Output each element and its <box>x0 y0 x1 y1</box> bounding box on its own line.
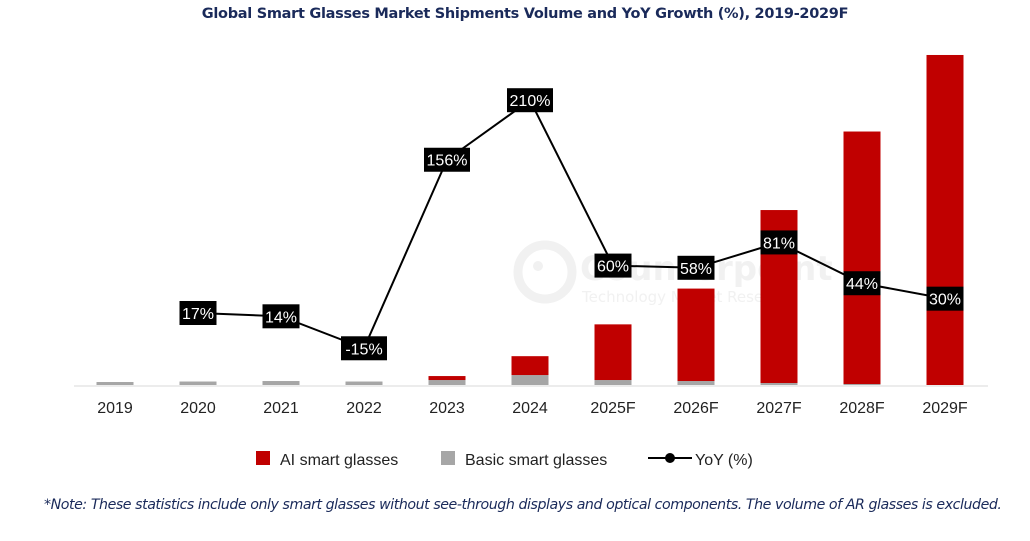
legend-swatch-basic <box>441 451 455 465</box>
bar-ai-2023 <box>428 376 466 381</box>
x-tick-2023: 2023 <box>429 400 465 417</box>
yoy-label: 60% <box>597 259 629 276</box>
bar-basic-2026F <box>677 381 715 385</box>
yoy-label: 17% <box>182 306 214 323</box>
bars-group <box>96 54 964 386</box>
yoy-label: 81% <box>763 235 795 252</box>
yoy-point-2027F: 81% <box>760 230 798 255</box>
yoy-labels-group: 17% 14% -15% 156% 210% 60% 58% 81% 44% 30% <box>179 88 964 361</box>
watermark-logo-icon <box>513 240 577 304</box>
bar-basic-2025F <box>594 380 632 385</box>
footnote: *Note: These statistics include only sma… <box>44 497 1002 513</box>
bar-basic-2022 <box>345 381 383 385</box>
legend-swatch-ai <box>256 451 270 465</box>
yoy-point-2023: 156% <box>424 147 470 172</box>
x-tick-2026F: 2026F <box>673 400 719 417</box>
yoy-label: 210% <box>510 93 551 110</box>
yoy-label: 44% <box>846 276 878 293</box>
bar-basic-2023 <box>428 380 466 385</box>
bar-basic-2020 <box>179 381 217 385</box>
yoy-label-box <box>843 271 881 296</box>
bar-basic-2021 <box>262 381 300 385</box>
yoy-point-2029F: 30% <box>926 286 964 311</box>
yoy-label: 58% <box>680 261 712 278</box>
x-tick-2027F: 2027F <box>756 400 802 417</box>
bar-ai-2029F <box>926 54 964 386</box>
legend-item-basic: Basic smart glasses <box>441 451 607 469</box>
yoy-line <box>197 98 946 350</box>
x-tick-2020: 2020 <box>180 400 216 417</box>
x-tick-2022: 2022 <box>346 400 382 417</box>
yoy-label: 14% <box>265 309 297 326</box>
bar-ai-2025F <box>594 324 632 381</box>
x-tick-2029F: 2029F <box>922 400 968 417</box>
bar-basic-2027F <box>760 383 798 385</box>
legend-label-basic: Basic smart glasses <box>465 452 607 469</box>
chart-title: Global Smart Glasses Market Shipments Vo… <box>201 6 849 22</box>
x-tick-2025F: 2025F <box>590 400 636 417</box>
yoy-label-box <box>424 147 470 172</box>
x-tick-2019: 2019 <box>97 400 133 417</box>
bar-basic-2024 <box>511 375 549 385</box>
yoy-label-box <box>677 255 715 280</box>
legend-label-yoy: YoY (%) <box>695 452 753 469</box>
yoy-label-box <box>341 336 387 361</box>
yoy-label-box <box>926 286 964 311</box>
legend: AI smart glasses Basic smart glasses YoY… <box>256 451 753 469</box>
yoy-point-2020: 17% <box>179 301 217 325</box>
yoy-label-box <box>507 88 553 113</box>
yoy-label-box <box>179 301 217 325</box>
yoy-point-2025F: 60% <box>594 253 632 278</box>
yoy-point-2028F: 44% <box>843 271 881 296</box>
legend-item-ai: AI smart glasses <box>256 451 398 469</box>
yoy-label: 30% <box>929 292 961 309</box>
watermark-logo-dot <box>533 261 543 271</box>
legend-marker-yoy <box>665 453 675 463</box>
legend-item-yoy: YoY (%) <box>648 452 753 469</box>
x-tick-2024: 2024 <box>512 400 548 417</box>
yoy-label-box <box>262 304 300 329</box>
bar-ai-2026F <box>677 288 715 382</box>
bar-ai-2028F <box>843 131 881 385</box>
x-tick-labels: 2019 2020 2021 2022 2023 2024 2025F 2026F 2027F 2… <box>97 400 968 417</box>
bar-ai-2024 <box>511 356 549 376</box>
yoy-point-2026F: 58% <box>677 255 715 280</box>
bar-basic-2019 <box>96 382 134 385</box>
yoy-label-box <box>760 230 798 255</box>
x-tick-2028F: 2028F <box>839 400 885 417</box>
yoy-point-2022: -15% <box>341 336 387 361</box>
yoy-label-box <box>594 253 632 278</box>
bar-basic-2028F <box>843 384 881 385</box>
yoy-point-2024: 210% <box>507 88 553 113</box>
legend-label-ai: AI smart glasses <box>280 452 398 469</box>
x-tick-2021: 2021 <box>263 400 299 417</box>
yoy-line-group <box>197 98 946 350</box>
yoy-label: -15% <box>345 341 382 358</box>
yoy-point-2021: 14% <box>262 304 300 329</box>
yoy-label: 156% <box>427 153 468 170</box>
